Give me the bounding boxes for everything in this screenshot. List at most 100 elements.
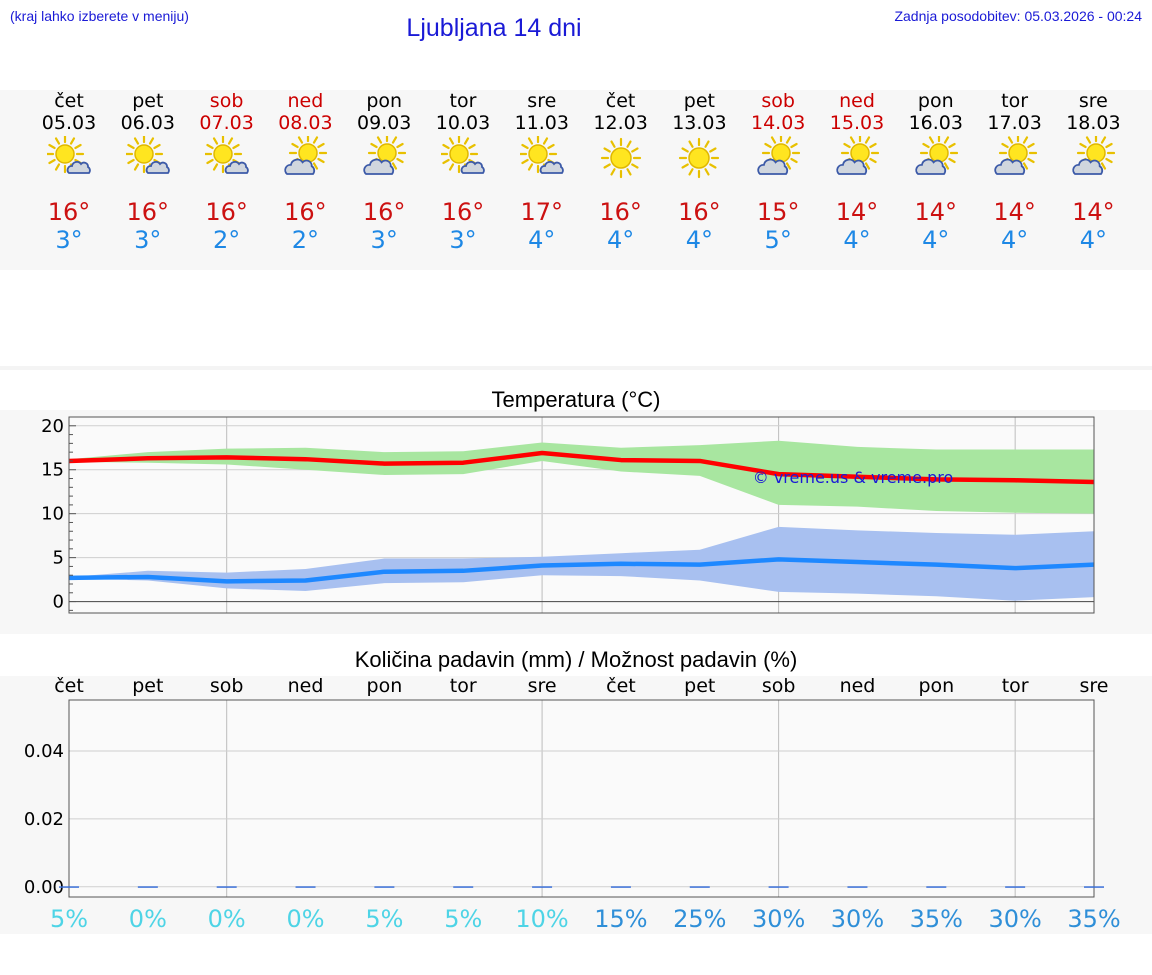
max-temperature: 14° xyxy=(914,198,958,226)
sun-cloud-icon xyxy=(47,136,91,174)
day-date: 17.03 xyxy=(987,112,1042,134)
daily-forecast: čet 05.03 16° 3° pet 06.03 16° 3° sob 07.03 16° 2° n… xyxy=(0,90,1152,270)
day-name: sob xyxy=(209,90,244,112)
day-label: pet xyxy=(684,675,715,697)
watermark: © vreme.us & vreme.pro xyxy=(753,468,954,487)
day-name: tor xyxy=(449,90,477,112)
day-label: pon xyxy=(918,675,954,697)
min-temperature: 4° xyxy=(685,226,714,254)
max-temp-line xyxy=(68,450,1095,485)
plot-area xyxy=(69,700,1094,897)
sun-icon xyxy=(679,137,720,179)
day-label: ned xyxy=(288,675,324,697)
sun-cloud-icon xyxy=(441,136,485,174)
precipitation-bar xyxy=(295,886,316,888)
day-name: pon xyxy=(917,90,954,112)
max-temperature: 14° xyxy=(993,198,1036,226)
y-tick-label: 0.02 xyxy=(24,809,64,830)
precipitation-probability: 0% xyxy=(286,905,324,933)
plot-frame xyxy=(68,699,1095,898)
day-label: sre xyxy=(1080,675,1109,697)
precipitation-bar xyxy=(847,886,868,888)
precipitation-probability: 10% xyxy=(515,905,568,933)
min-temperature: 2° xyxy=(291,226,320,254)
max-temperature: 16° xyxy=(362,198,406,226)
precipitation-chart: 0.00 0.02 0.04 čet pet sob ned pon tor sre čet pet s… xyxy=(24,675,1121,933)
precipitation-bar xyxy=(59,886,79,888)
temperature-chart: 0 5 10 15 20 © vreme.us & vreme.pro xyxy=(41,416,1095,614)
day-label: ned xyxy=(840,675,876,697)
max-temperature: 15° xyxy=(756,198,800,226)
day-name: ned xyxy=(287,90,324,112)
max-temperature: 14° xyxy=(1072,198,1115,226)
day-name: čet xyxy=(605,90,636,112)
cloud-sun-icon xyxy=(757,136,801,175)
max-temperature: 16° xyxy=(284,198,327,226)
day-date: 18.03 xyxy=(1066,112,1121,134)
cloud-sun-icon xyxy=(284,136,328,175)
day-label: tor xyxy=(1002,675,1029,697)
precipitation-bar xyxy=(689,886,710,888)
last-updated: Zadnja posodobitev: 05.03.2026 - 00:24 xyxy=(894,8,1142,24)
min-temperature: 4° xyxy=(922,226,950,254)
max-temperature: 16° xyxy=(126,198,170,226)
day-date: 08.03 xyxy=(278,112,333,134)
cloud-sun-icon xyxy=(1072,136,1116,175)
day-date: 06.03 xyxy=(120,112,175,134)
y-tick-label: 5 xyxy=(53,548,64,569)
day-label: pet xyxy=(132,675,163,697)
precipitation-probability: 35% xyxy=(910,905,963,933)
min-temperature: 4° xyxy=(606,226,635,254)
precipitation-bar xyxy=(532,886,553,888)
precipitation-probability: 25% xyxy=(673,905,726,933)
day-name: sre xyxy=(1078,90,1108,112)
min-temperature: 3° xyxy=(134,226,162,254)
day-date: 05.03 xyxy=(41,112,97,134)
min-temp-line xyxy=(68,557,1095,584)
min-temperature: 4° xyxy=(843,226,871,254)
divider xyxy=(0,366,1152,370)
precipitation-bar xyxy=(216,886,237,888)
precipitation-probability: 0% xyxy=(208,905,246,933)
precipitation-probability: 0% xyxy=(129,905,167,933)
precipitation-bar xyxy=(768,886,789,888)
precipitation-bar xyxy=(926,886,947,888)
precipitation-probability: 5% xyxy=(444,905,482,933)
min-temperature: 3° xyxy=(449,226,477,254)
day-label: pon xyxy=(367,675,403,697)
temperature-chart-title: Temperatura (°C) xyxy=(491,387,661,412)
day-name: čet xyxy=(54,90,84,112)
max-temperature: 16° xyxy=(47,198,91,226)
day-name: pet xyxy=(132,90,164,112)
day-label: sob xyxy=(210,675,244,697)
day-label: sre xyxy=(528,675,557,697)
y-tick-label: 0.04 xyxy=(24,741,64,762)
day-date: 11.03 xyxy=(514,112,569,134)
day-date: 13.03 xyxy=(672,112,727,134)
location-hint: (kraj lahko izberete v meniju) xyxy=(10,8,189,24)
day-date: 15.03 xyxy=(829,112,885,134)
sun-cloud-icon xyxy=(125,136,170,174)
max-temperature: 16° xyxy=(599,198,642,226)
day-date: 10.03 xyxy=(435,112,491,134)
min-temperature: 3° xyxy=(55,226,83,254)
day-date: 14.03 xyxy=(750,112,806,134)
min-temperature: 3° xyxy=(370,226,398,254)
cloud-sun-icon xyxy=(915,136,958,175)
y-tick-label: 15 xyxy=(41,460,64,481)
precipitation-bar xyxy=(1084,886,1104,888)
day-label: čet xyxy=(54,675,84,697)
day-date: 07.03 xyxy=(199,112,254,134)
min-temperature: 4° xyxy=(1079,226,1108,254)
min-temperature: 4° xyxy=(1000,226,1029,254)
max-temperature: 16° xyxy=(205,198,248,226)
day-name: pet xyxy=(683,90,715,112)
day-date: 16.03 xyxy=(908,112,963,134)
day-name: ned xyxy=(839,90,875,112)
min-temperature: 2° xyxy=(212,226,241,254)
max-temperature: 14° xyxy=(835,198,879,226)
precipitation-probability: 30% xyxy=(988,905,1041,933)
y-tick-label: 0.00 xyxy=(24,877,64,898)
min-temperature: 4° xyxy=(528,226,556,254)
precipitation-probability: 35% xyxy=(1067,905,1120,933)
